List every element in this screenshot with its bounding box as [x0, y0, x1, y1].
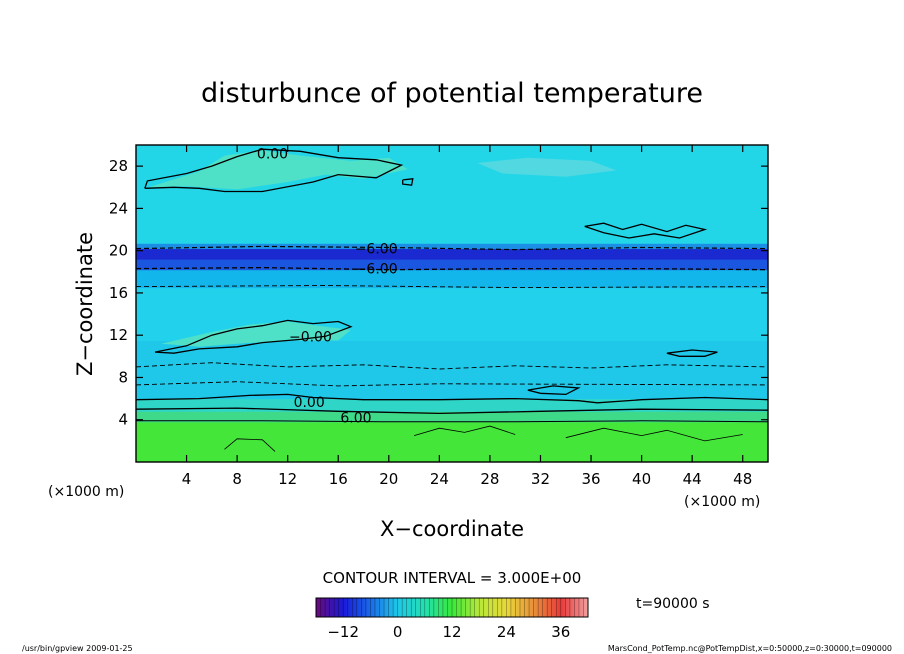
contour-right-upper	[584, 222, 708, 239]
contour-label-0: 0.00	[257, 146, 288, 162]
y-tick-label: 4	[118, 411, 128, 429]
plot-frame	[135, 144, 769, 463]
contour-neg6-upper	[136, 245, 768, 251]
footer-left: /usr/bin/gpview 2009-01-25	[22, 644, 133, 653]
x-unit-left: (×1000 m)	[48, 484, 124, 500]
x-tick-label: 32	[531, 470, 550, 488]
contour-zero-top	[144, 148, 404, 193]
colorbar-tick-label: 24	[497, 623, 516, 641]
contour-zero-low	[136, 393, 768, 404]
x-axis-label: X−coordinate	[380, 517, 524, 541]
y-axis-label: Z−coordinate	[73, 232, 97, 376]
contour-label-5: 6.00	[340, 411, 371, 427]
contour-label-4: 0.00	[294, 395, 325, 411]
band-1	[136, 411, 768, 423]
contour-right-mid	[666, 349, 718, 357]
x-axis: 4 8 12 16 20 24 28 32 36 40 44 48	[182, 145, 752, 488]
colorbar-tick-label: 12	[442, 623, 461, 641]
colorbar-tick-label: 0	[393, 623, 403, 641]
band-0	[136, 421, 768, 462]
y-tick-label: 28	[109, 157, 128, 175]
x-unit-right: (×1000 m)	[684, 494, 760, 510]
contour-label-2: −6.00	[355, 262, 398, 278]
y-tick-label: 24	[109, 199, 128, 217]
x-tick-label: 44	[683, 470, 702, 488]
contour-green-a	[224, 438, 276, 452]
contour-neg3-lowest	[136, 381, 768, 387]
contour-six-upper	[136, 407, 768, 415]
contour-label-3: −0.00	[289, 329, 332, 345]
band-5	[136, 269, 768, 289]
y-tick-label: 16	[109, 284, 128, 302]
colorbar-tick-label: −12	[327, 623, 359, 641]
footer-right: MarsCond_PotTemp.nc@PotTempDist,x=0:5000…	[608, 644, 892, 653]
contour-zero-small	[402, 178, 414, 186]
light-patch-top	[148, 150, 408, 190]
colorbar: −12 0 12 24 36	[315, 597, 589, 641]
x-tick-label: 24	[430, 470, 449, 488]
contour-zero-mid	[154, 319, 353, 354]
y-axis: 4 8 12 16 20 24 28	[109, 157, 768, 429]
x-tick-label: 36	[581, 470, 600, 488]
contour-label-1: −6.00	[355, 242, 398, 258]
chart-title: disturbunce of potential temperature	[201, 78, 703, 109]
band-8	[136, 243, 768, 250]
plot-area: 0.00 −6.00 −6.00 −0.00 0.00 6.00	[135, 144, 769, 463]
x-tick-label: 16	[329, 470, 348, 488]
time-stamp: t=90000 s	[636, 596, 710, 612]
band-7	[136, 248, 768, 260]
x-tick-label: 48	[733, 470, 752, 488]
light-patch-mid	[161, 321, 351, 347]
contour-green-b	[413, 425, 516, 436]
y-tick-label: 20	[109, 242, 128, 260]
contour-neg6-lower	[136, 266, 768, 271]
band-3	[136, 340, 768, 400]
x-tick-label: 20	[379, 470, 398, 488]
x-tick-label: 28	[480, 470, 499, 488]
contour-neg3-lower	[136, 362, 768, 370]
x-tick-label: 40	[632, 470, 651, 488]
contour-interval: CONTOUR INTERVAL = 3.000E+00	[323, 569, 582, 587]
x-tick-label: 8	[232, 470, 242, 488]
light-patch-top-right	[477, 157, 617, 177]
contour-six-lower	[136, 420, 768, 423]
colorbar-tick-label: 36	[551, 623, 570, 641]
x-tick-label: 4	[182, 470, 192, 488]
contour-neg3-upper	[136, 285, 768, 289]
band-6	[136, 259, 768, 271]
y-tick-label: 12	[109, 326, 128, 344]
y-tick-label: 8	[118, 368, 128, 386]
contour-right-low	[527, 385, 581, 396]
x-tick-label: 12	[278, 470, 297, 488]
contour-green-c	[565, 427, 743, 442]
